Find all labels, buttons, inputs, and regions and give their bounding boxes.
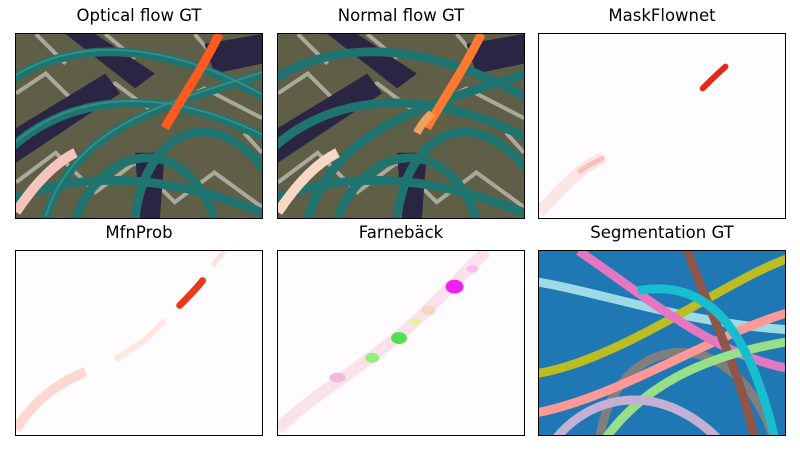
segmentation-gt-image [538, 250, 786, 436]
mfnprob-image [15, 250, 263, 436]
panel-mfnprob: MfnProb [15, 223, 263, 436]
optical-flow-gt-image [15, 33, 263, 219]
panel-title: MfnProb [105, 223, 173, 242]
panel-optical-flow-gt: Optical flow GT [15, 6, 263, 219]
panel-title: Optical flow GT [76, 6, 202, 25]
farneback-image [277, 250, 525, 436]
panel-title: Normal flow GT [337, 6, 465, 25]
panel-maskflownet: MaskFlownet [538, 6, 786, 219]
maskflownet-image [538, 33, 786, 219]
panel-normal-flow-gt: Normal flow GT [277, 6, 525, 219]
panel-title: Farnebäck [358, 223, 444, 242]
panel-title: Segmentation GT [590, 223, 734, 242]
panel-farneback: Farnebäck [277, 223, 525, 436]
panel-segmentation-gt: Segmentation GT [538, 223, 786, 436]
panel-title: MaskFlownet [608, 6, 716, 25]
normal-flow-gt-image [277, 33, 525, 219]
